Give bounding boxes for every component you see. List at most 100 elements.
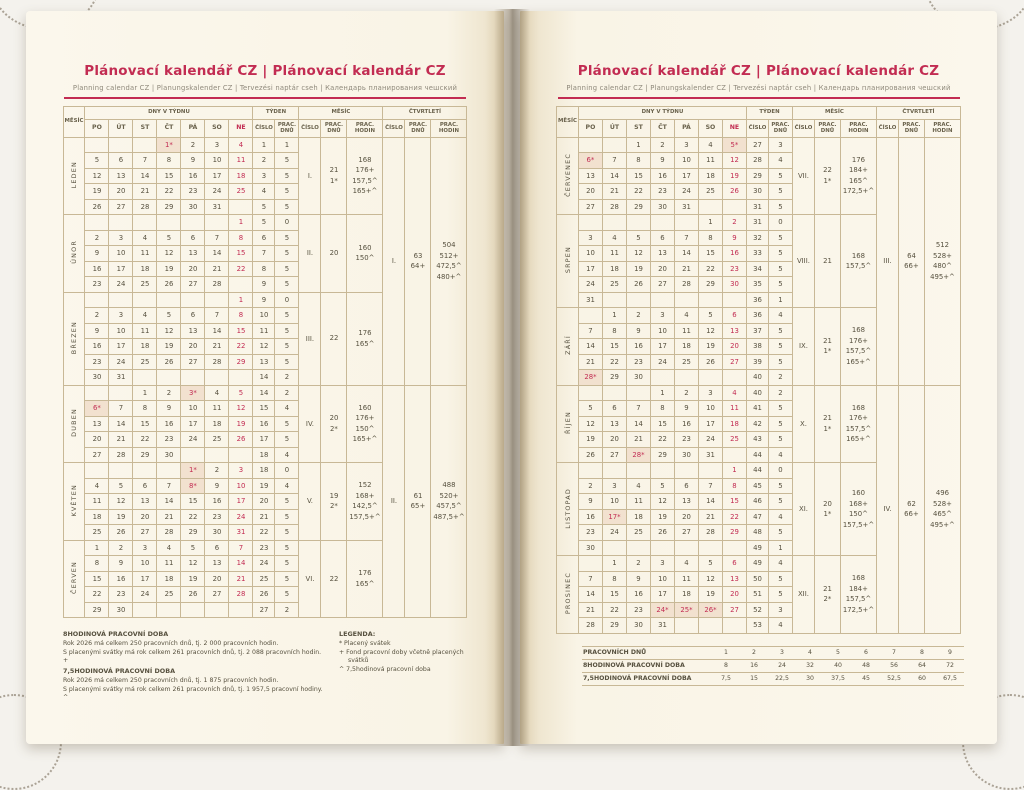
month-name-cell: BŘEZEN (62, 291, 86, 386)
week-workdays-cell: 1 (274, 136, 300, 153)
hours-table-value: 32 (796, 658, 824, 672)
day-cell (84, 214, 110, 231)
day-cell: 19 (721, 167, 747, 184)
day-cell: 16 (625, 338, 651, 355)
week-workdays-cell: 5 (274, 570, 300, 587)
day-cell: 6 (132, 477, 158, 494)
week-number-cell: 26 (252, 586, 276, 603)
week-number-cell: 25 (252, 570, 276, 587)
day-cell: 22 (156, 183, 182, 200)
day-cell: 12 (108, 493, 134, 510)
hours-table-value: 48 (852, 658, 880, 672)
day-header: NE (721, 118, 747, 138)
week-workdays-cell: 5 (767, 493, 793, 510)
month-number-cell: VII. (791, 136, 815, 215)
day-cell: 22 (649, 431, 675, 448)
week-row: 24 25 26 27 28 29 30 35 5 (557, 276, 961, 293)
day-cell (649, 539, 675, 556)
summary-value: 168 (851, 574, 866, 583)
day-cell (228, 276, 254, 293)
day-cell (156, 214, 182, 231)
day-cell: 4 (721, 384, 747, 401)
summary-value: 168 (851, 403, 866, 412)
day-cell (649, 291, 675, 308)
week-workdays-cell: 5 (767, 245, 793, 262)
week-row: 6* 7 8 9 10 11 12 15 4 (63, 400, 467, 417)
day-cell: 18 (84, 508, 110, 525)
day-cell: 9 (673, 400, 699, 417)
hours-table-value: 40 (824, 658, 852, 672)
day-cell: 16 (108, 570, 134, 587)
legend-title: LEGENDA: (339, 630, 376, 638)
summary-value: 480+^ (436, 272, 462, 281)
week-number-cell: 40 (745, 369, 769, 386)
day-cell: 10 (649, 570, 675, 587)
day-cell: 21 (577, 601, 603, 618)
summary-value: 157,5^ (845, 424, 872, 433)
days-group-header: DNY V TÝDNU (577, 105, 747, 120)
day-cell: 20 (84, 431, 110, 448)
week-workdays-cell: 5 (767, 167, 793, 184)
week-number-cell: 35 (745, 276, 769, 293)
day-cell: 3 (649, 307, 675, 324)
week-number-cell: 19 (252, 477, 276, 494)
day-cell: 1 (228, 291, 254, 308)
day-cell: 19 (156, 338, 182, 355)
day-cell: 6 (108, 152, 134, 169)
week-workdays-cell: 5 (274, 152, 300, 169)
week-number-cell: 38 (745, 338, 769, 355)
day-cell: 9 (649, 152, 675, 169)
day-cell: 28 (577, 617, 603, 634)
day-cell (180, 601, 206, 618)
week-workdays-cell: 5 (274, 322, 300, 339)
day-cell: 21 (204, 338, 230, 355)
day-cell: 3 (132, 539, 158, 556)
summary-value: 176+ (848, 336, 868, 345)
day-cell (132, 601, 158, 618)
day-cell: 10 (108, 245, 134, 262)
week-row: 30 31 14 2 (63, 369, 467, 386)
day-cell: 29 (228, 353, 254, 370)
day-cell: 26 (108, 524, 134, 541)
day-cell: 10 (108, 322, 134, 339)
week-number-cell: 24 (252, 555, 276, 572)
week-number-cell: 9 (252, 276, 276, 293)
hours-table-label: 8HODINOVÁ PRACOVNÍ DOBA (582, 658, 712, 672)
day-cell: 12 (625, 245, 651, 262)
summary-value: 22 (823, 166, 832, 175)
summary-value: 495+^ (930, 272, 955, 281)
day-header: NE (228, 118, 254, 138)
day-cell (673, 369, 699, 386)
day-cell: 8 (84, 555, 110, 572)
day-cell: 17 (132, 570, 158, 587)
day-cell (108, 291, 134, 308)
day-cell: 19 (697, 338, 723, 355)
hours-table-value: 64 (908, 658, 936, 672)
month-number-cell: XI. (791, 462, 815, 556)
week-workdays-cell: 5 (767, 524, 793, 541)
summary-value: 21 (823, 584, 832, 593)
day-cell: 31 (204, 198, 230, 215)
week-number-cell: 12 (252, 338, 276, 355)
day-cell: 7 (156, 477, 182, 494)
week-number-cell: 16 (252, 415, 276, 432)
month-name-label: ČERVEN (70, 561, 78, 595)
day-cell: 25 (132, 276, 158, 293)
summary-value: 176 (358, 329, 372, 337)
day-cell: 20 (132, 508, 158, 525)
month-workhours-cell: 176 165^ (346, 539, 384, 618)
week-row: 23 24 25 26 27 28 29 13 5 (63, 353, 467, 370)
day-cell: 23 (204, 508, 230, 525)
day-cell: 17* (601, 508, 627, 525)
day-cell: 2 (625, 555, 651, 572)
week-workdays-cell: 3 (767, 136, 793, 153)
week-workdays-cell: 5 (767, 400, 793, 417)
quarter-workdays-cell: 61 65+ (404, 384, 432, 618)
day-cell: 7 (577, 322, 603, 339)
day-cell: 18 (204, 415, 230, 432)
day-cell: 24 (697, 431, 723, 448)
day-cell: 11 (673, 322, 699, 339)
hours-table-value: 5 (824, 645, 852, 659)
day-cell (156, 462, 182, 479)
